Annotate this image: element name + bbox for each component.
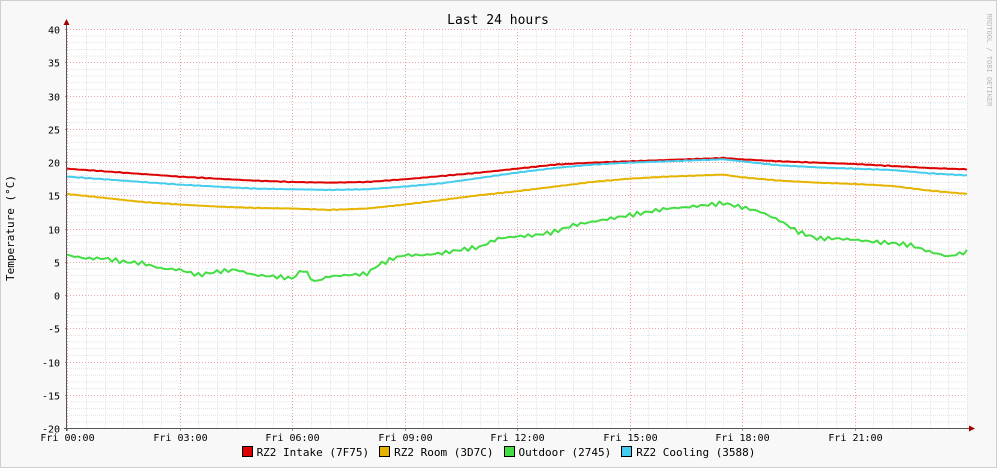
series-line-3 [66, 200, 968, 282]
x-tick-label: Fri 09:00 [378, 433, 432, 444]
legend-swatch [621, 446, 633, 457]
legend-label: RZ2 Intake (7F75) [256, 446, 370, 459]
x-tick-label: Fri 21:00 [828, 433, 882, 444]
y-axis-label: Temperature (°C) [4, 175, 17, 281]
y-tick-label: 0 [54, 292, 60, 303]
legend-label: RZ2 Cooling (3588) [636, 446, 756, 459]
series-line-4 [67, 158, 968, 192]
y-tick-label: 15 [48, 192, 60, 203]
y-tick-label: -15 [42, 392, 60, 403]
y-tick-label: -10 [42, 359, 60, 370]
legend-item: Outdoor (2745) [503, 446, 612, 459]
rrdtool-watermark: RRDTOOL / TOBI OETIKER [985, 14, 993, 108]
x-tick-label: Fri 15:00 [603, 433, 657, 444]
legend-swatch [379, 446, 391, 457]
series-lines [66, 156, 968, 282]
y-tick-label: 20 [48, 159, 60, 170]
y-tick-label: -20 [42, 425, 60, 436]
y-tick-label: 5 [54, 259, 60, 270]
y-tick-label: -5 [48, 325, 60, 336]
legend-label: Outdoor (2745) [518, 446, 612, 459]
x-axis-arrow [969, 425, 975, 432]
chart-legend: RZ2 Intake (7F75) RZ2 Room (3D7C) Outdoor … [0, 446, 997, 459]
y-tick-label: 40 [48, 26, 60, 37]
legend-swatch [241, 446, 253, 457]
legend-swatch [503, 446, 515, 457]
grid [67, 29, 968, 429]
axes [63, 19, 975, 432]
y-tick-label: 10 [48, 226, 60, 237]
legend-label: RZ2 Room (3D7C) [394, 446, 494, 459]
x-tick-label: Fri 18:00 [715, 433, 769, 444]
y-tick-label: 25 [48, 126, 60, 137]
y-tick-label: 30 [48, 93, 60, 104]
x-tick-label: Fri 12:00 [490, 433, 544, 444]
legend-item: RZ2 Room (3D7C) [379, 446, 494, 459]
legend-item: RZ2 Cooling (3588) [621, 446, 755, 459]
chart-title: Last 24 hours [447, 13, 549, 28]
x-tick-label: Fri 00:00 [40, 433, 94, 444]
legend-item: RZ2 Intake (7F75) [241, 446, 370, 459]
y-tick-label: 35 [48, 59, 60, 70]
x-tick-label: Fri 03:00 [153, 433, 207, 444]
x-tick-label: Fri 06:00 [265, 433, 319, 444]
y-axis-arrow [63, 19, 70, 25]
series-line-2 [66, 173, 968, 212]
series-line-1 [66, 156, 968, 184]
